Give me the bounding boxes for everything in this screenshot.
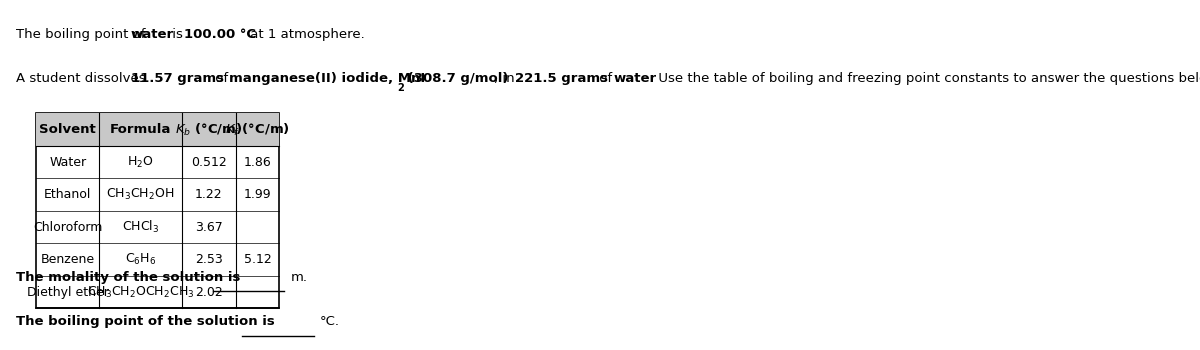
Text: water: water <box>613 72 656 85</box>
Text: Water: Water <box>49 156 86 169</box>
Text: H$_2$O: H$_2$O <box>127 155 154 170</box>
Bar <box>36 113 280 146</box>
Text: $K_b$ (°C/m): $K_b$ (°C/m) <box>175 122 242 138</box>
Text: Solvent: Solvent <box>40 123 96 136</box>
Text: 2: 2 <box>397 83 404 93</box>
Text: 221.5 grams: 221.5 grams <box>515 72 608 85</box>
Text: Chloroform: Chloroform <box>34 220 102 233</box>
Text: 3.67: 3.67 <box>194 220 223 233</box>
Text: C$_6$H$_6$: C$_6$H$_6$ <box>125 252 156 267</box>
Bar <box>36 113 280 308</box>
Text: manganese(II) iodide, MnI: manganese(II) iodide, MnI <box>229 72 425 85</box>
Text: CH$_3$CH$_2$OCH$_2$CH$_3$: CH$_3$CH$_2$OCH$_2$CH$_3$ <box>86 285 194 300</box>
Text: 100.00 °C: 100.00 °C <box>185 28 257 41</box>
Text: 1.86: 1.86 <box>244 156 271 169</box>
Text: CH$_3$CH$_2$OH: CH$_3$CH$_2$OH <box>107 187 175 202</box>
Text: of: of <box>211 72 232 85</box>
Text: at 1 atmosphere.: at 1 atmosphere. <box>246 28 365 41</box>
Text: 1.22: 1.22 <box>194 188 223 201</box>
Text: °C.: °C. <box>320 315 340 328</box>
Text: of: of <box>595 72 616 85</box>
Text: is: is <box>168 28 187 41</box>
Text: Diethyl ether: Diethyl ether <box>26 286 109 299</box>
Text: 1.99: 1.99 <box>244 188 271 201</box>
Text: $K_f$ (°C/m): $K_f$ (°C/m) <box>224 122 290 138</box>
Text: 0.512: 0.512 <box>191 156 227 169</box>
Text: water: water <box>131 28 174 41</box>
Text: 2.02: 2.02 <box>194 286 223 299</box>
Text: (308.7 g/mol): (308.7 g/mol) <box>403 72 509 85</box>
Text: Benzene: Benzene <box>41 253 95 266</box>
Text: 2.53: 2.53 <box>194 253 223 266</box>
Text: m.: m. <box>290 271 307 284</box>
Text: Formula: Formula <box>110 123 172 136</box>
Text: CHCl$_3$: CHCl$_3$ <box>122 219 160 235</box>
Text: The boiling point of: The boiling point of <box>16 28 150 41</box>
Text: , in: , in <box>493 72 518 85</box>
Text: The molality of the solution is: The molality of the solution is <box>16 271 240 284</box>
Text: A student dissolves: A student dissolves <box>16 72 150 85</box>
Text: 11.57 grams: 11.57 grams <box>131 72 224 85</box>
Text: . Use the table of boiling and freezing point constants to answer the questions : . Use the table of boiling and freezing … <box>650 72 1200 85</box>
Text: Ethanol: Ethanol <box>44 188 91 201</box>
Text: The boiling point of the solution is: The boiling point of the solution is <box>16 315 275 328</box>
Text: 5.12: 5.12 <box>244 253 271 266</box>
